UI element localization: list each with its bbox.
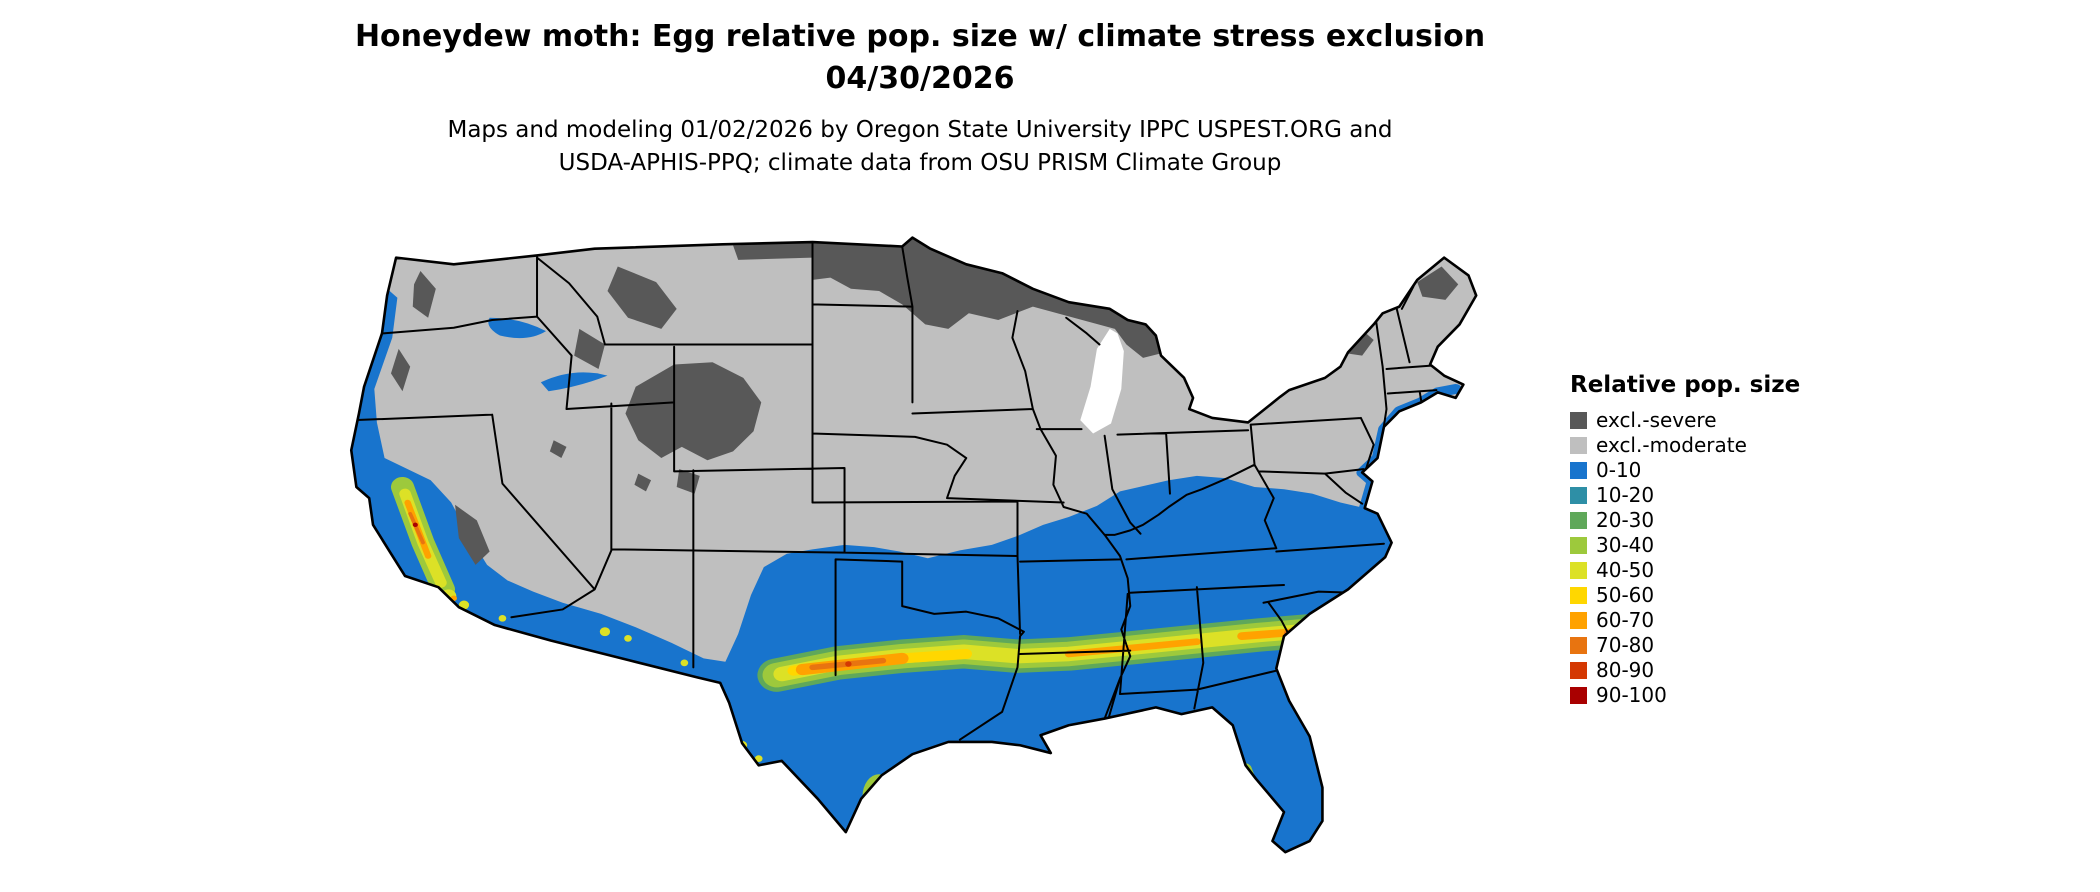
legend-item-label: 20-30 (1596, 508, 1655, 532)
lake-michigan (1080, 328, 1124, 434)
legend-swatch (1570, 537, 1587, 554)
legend-swatch (1570, 587, 1587, 604)
legend-item: 80-90 (1570, 658, 1870, 683)
legend-item-label: 10-20 (1596, 483, 1655, 507)
legend-swatch (1570, 662, 1587, 679)
legend-item: 50-60 (1570, 583, 1870, 608)
legend-item: 30-40 (1570, 533, 1870, 558)
legend-item: 60-70 (1570, 608, 1870, 633)
us-map (300, 222, 1530, 890)
map-subtitle: Maps and modeling 01/02/2026 by Oregon S… (0, 114, 1840, 180)
legend-item-label: 90-100 (1596, 683, 1667, 707)
legend-item-label: 60-70 (1596, 608, 1655, 632)
us-outline (351, 238, 1476, 853)
legend-swatch (1570, 462, 1587, 479)
legend-item-label: 0-10 (1596, 458, 1642, 482)
legend-swatch (1570, 487, 1587, 504)
legend-item: excl.-severe (1570, 408, 1870, 433)
legend-item-label: excl.-moderate (1596, 433, 1747, 457)
legend-item: 90-100 (1570, 683, 1870, 708)
legend-item: 20-30 (1570, 508, 1870, 533)
legend-swatch (1570, 412, 1587, 429)
legend-item-label: 80-90 (1596, 658, 1655, 682)
us-map-svg (300, 222, 1530, 890)
map-subtitle-line2: USDA-APHIS-PPQ; climate data from OSU PR… (558, 150, 1282, 176)
legend: Relative pop. size excl.-severe excl.-mo… (1570, 372, 1870, 708)
legend-item: excl.-moderate (1570, 433, 1870, 458)
legend-swatch (1570, 637, 1587, 654)
legend-item-label: 30-40 (1596, 533, 1655, 557)
map-header: Honeydew moth: Egg relative pop. size w/… (0, 16, 1840, 180)
legend-swatch (1570, 562, 1587, 579)
legend-item: 40-50 (1570, 558, 1870, 583)
map-subtitle-line1: Maps and modeling 01/02/2026 by Oregon S… (447, 117, 1393, 143)
legend-item: 70-80 (1570, 633, 1870, 658)
legend-swatch (1570, 687, 1587, 704)
legend-item-label: excl.-severe (1596, 408, 1717, 432)
map-title-line1: Honeydew moth: Egg relative pop. size w/… (354, 19, 1486, 54)
legend-item-label: 70-80 (1596, 633, 1655, 657)
legend-items: excl.-severe excl.-moderate 0-10 10-20 2… (1570, 408, 1870, 708)
map-layer-excl-severe (390, 237, 1459, 565)
legend-item: 0-10 (1570, 458, 1870, 483)
map-title-date: 04/30/2026 (825, 61, 1015, 96)
legend-swatch (1570, 437, 1587, 454)
legend-item-label: 50-60 (1596, 583, 1655, 607)
legend-item: 10-20 (1570, 483, 1870, 508)
state-borders (354, 242, 1437, 740)
legend-swatch (1570, 512, 1587, 529)
legend-swatch (1570, 612, 1587, 629)
legend-title: Relative pop. size (1570, 372, 1801, 398)
legend-item-label: 40-50 (1596, 558, 1655, 582)
